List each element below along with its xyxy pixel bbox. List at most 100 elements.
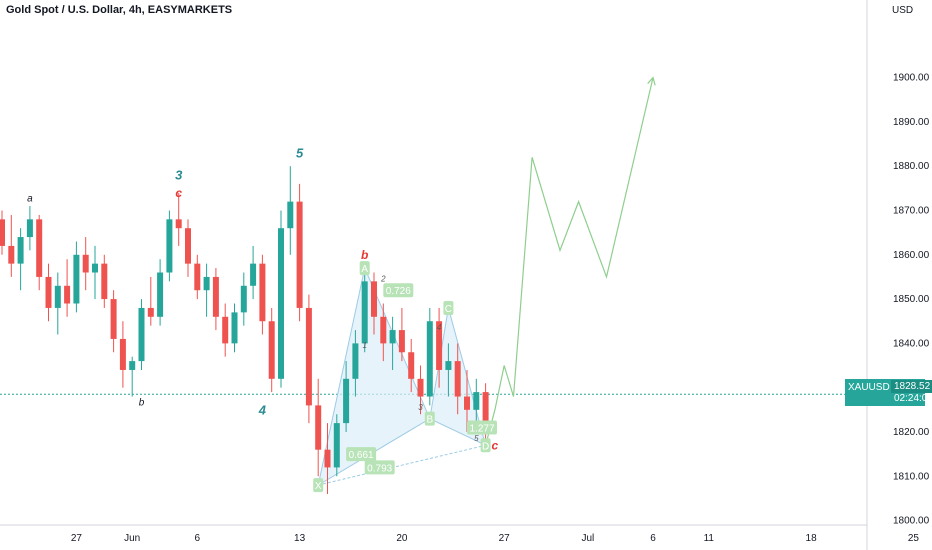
candle — [445, 343, 452, 397]
candle — [315, 378, 322, 477]
candle-body — [436, 321, 443, 370]
bar-countdown: 02:24:01 — [894, 393, 932, 404]
harmonic-point-box — [313, 478, 324, 493]
x-tick-label: Jul — [582, 533, 595, 544]
candle — [454, 343, 461, 415]
candle-body — [324, 449, 331, 468]
candle-body — [138, 307, 145, 362]
current-price-badge: XAUUSD 1828.52 02:24:01 — [845, 379, 932, 406]
candle-body — [240, 285, 247, 313]
candle-body — [361, 281, 368, 344]
wave-label: 4 — [437, 323, 442, 332]
candle — [166, 210, 173, 282]
chart-title: Gold Spot / U.S. Dollar, 4h, EASYMARKETS — [6, 4, 233, 16]
candle-body — [175, 219, 182, 229]
x-tick-label: 20 — [396, 533, 408, 544]
x-tick-label: Jun — [124, 533, 140, 544]
candle-body — [185, 228, 191, 264]
candle — [398, 307, 405, 362]
wave-label: 3 — [418, 403, 423, 412]
harmonic-point-label: X — [315, 481, 322, 492]
candle — [231, 303, 238, 353]
harmonic-point-c: C — [443, 300, 454, 315]
candle — [82, 237, 89, 291]
y-tick-label: 1850.00 — [893, 294, 930, 305]
candle — [389, 316, 396, 370]
candle — [212, 268, 219, 331]
wave-label: c — [492, 439, 499, 453]
candle — [436, 307, 443, 388]
price-axis-unit: USD — [892, 5, 914, 16]
candle-body — [36, 219, 43, 277]
harmonic-point-x: X — [313, 478, 324, 493]
candle-body — [315, 405, 322, 450]
candle-body — [250, 263, 257, 286]
candle — [371, 272, 377, 335]
candle-body — [166, 219, 173, 273]
candle-body — [101, 263, 108, 300]
fib-ratio-text: 1.277 — [469, 424, 494, 435]
candle — [36, 214, 43, 291]
candle-body — [296, 201, 303, 308]
candle — [333, 414, 340, 477]
harmonic-point-label: C — [445, 304, 452, 315]
wave-label: 1 — [362, 341, 366, 350]
candle-body — [110, 299, 117, 339]
x-tick-label: 11 — [704, 533, 715, 544]
candle-body — [8, 245, 15, 264]
candle-body — [147, 307, 154, 317]
candle — [222, 303, 229, 357]
wave-label: b — [361, 248, 368, 262]
wave-label: a — [27, 194, 33, 205]
candle-body — [473, 392, 480, 410]
candle — [324, 423, 331, 494]
harmonic-xd-line — [318, 444, 486, 486]
candle-body — [212, 276, 219, 317]
y-tick-label: 1800.00 — [893, 516, 930, 527]
candle — [54, 272, 61, 335]
harmonic-point-label: B — [426, 415, 433, 426]
candle-body — [26, 219, 33, 238]
candle-body — [92, 263, 98, 273]
current-price-value: 1828.52 — [891, 380, 932, 393]
candle — [129, 356, 136, 397]
candle — [417, 365, 424, 415]
candle-body — [119, 338, 126, 370]
candle-body — [408, 352, 415, 379]
candle — [240, 272, 247, 326]
candle-body — [0, 219, 5, 246]
candle-body — [203, 276, 210, 291]
candle-body — [352, 343, 359, 379]
candle — [45, 263, 52, 322]
candle-body — [417, 378, 424, 397]
candle — [147, 276, 154, 326]
candle — [305, 294, 312, 424]
candle-body — [398, 330, 405, 353]
candle — [8, 214, 15, 277]
candle-body — [157, 272, 164, 317]
candle — [203, 263, 210, 317]
candle — [473, 378, 480, 424]
candle-body — [64, 285, 71, 304]
harmonic-point-b: B — [424, 411, 435, 426]
candle — [0, 210, 5, 255]
x-tick-label: 13 — [294, 533, 306, 544]
candle — [287, 166, 294, 255]
candle — [464, 369, 470, 432]
fib-ratio-text: 0.793 — [367, 463, 392, 474]
y-tick-label: 1820.00 — [893, 427, 930, 438]
wave-label: 5 — [474, 434, 479, 443]
candle — [259, 254, 266, 335]
fib-ratio-box — [364, 460, 395, 475]
candle — [26, 206, 33, 251]
candle-body — [268, 321, 275, 379]
candle-body — [259, 263, 266, 322]
candle — [157, 259, 164, 326]
y-tick-label: 1840.00 — [893, 338, 930, 349]
forecast-path — [485, 77, 654, 446]
candle-body — [278, 228, 284, 379]
harmonic-point-box — [424, 411, 435, 426]
forecast-arrowhead — [647, 76, 656, 86]
